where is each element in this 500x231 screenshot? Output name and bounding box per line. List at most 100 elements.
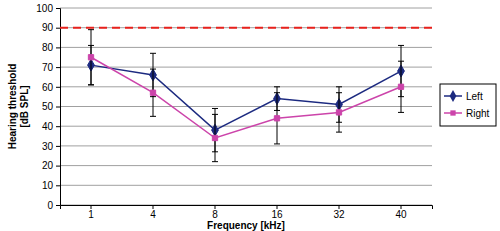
y-tick-label: 30 xyxy=(42,141,54,152)
error-bar-cap xyxy=(88,84,94,85)
error-bar-cap xyxy=(398,61,404,62)
y-tick-label: 90 xyxy=(42,22,54,33)
y-tick-mark xyxy=(56,47,60,48)
x-tick: 8 xyxy=(212,205,218,220)
legend-marker xyxy=(450,110,455,115)
x-tick-label: 1 xyxy=(88,209,94,220)
grid-line xyxy=(60,106,432,107)
error-bar xyxy=(212,114,218,161)
y-tick: 50 xyxy=(42,101,60,112)
error-bar-cap xyxy=(212,108,218,109)
error-bar-cap xyxy=(212,114,218,115)
error-bar xyxy=(88,30,94,85)
y-tick: 80 xyxy=(42,42,60,53)
series-line xyxy=(91,65,401,130)
y-tick-label: 10 xyxy=(42,180,54,191)
grid-line xyxy=(60,27,432,28)
y-tick: 70 xyxy=(42,62,60,73)
x-tick: 1 xyxy=(88,205,94,220)
error-bar-cap xyxy=(336,92,342,93)
y-tick-mark xyxy=(56,185,60,186)
x-tick-label: 8 xyxy=(212,209,218,220)
y-tick-mark xyxy=(56,126,60,127)
grid-line xyxy=(60,86,432,87)
grid-line xyxy=(60,126,432,127)
error-bar-cap xyxy=(88,84,94,85)
grid-line xyxy=(60,47,432,48)
legend: Left Right xyxy=(440,84,496,126)
series-line xyxy=(91,57,401,138)
reference-line xyxy=(60,27,432,29)
legend-box xyxy=(440,84,496,126)
x-tick-label: 4 xyxy=(150,209,156,220)
y-tick-mark xyxy=(56,166,60,167)
grid-line xyxy=(60,8,432,9)
y-axis: 0 10 20 30 40 50 60 70 80 90 100 xyxy=(36,3,60,211)
legend-label: Left xyxy=(466,91,483,102)
y-axis-line xyxy=(56,9,61,206)
chart: 0102030405060708090100148163240Frequency… xyxy=(0,0,500,231)
x-tick-label: 40 xyxy=(395,209,407,220)
y-tick-mark xyxy=(56,107,60,108)
marker xyxy=(150,90,155,95)
x-axis-line xyxy=(61,206,433,210)
y-tick-label: 20 xyxy=(42,160,54,171)
error-bar-cap xyxy=(274,86,280,87)
y-tick: 30 xyxy=(42,141,60,152)
y-axis-title: Hearing threshold xyxy=(7,64,18,150)
y-tick-label: 0 xyxy=(47,200,53,211)
error-bar-cap xyxy=(150,69,156,70)
y-tick-mark xyxy=(56,87,60,88)
error-bar-cap xyxy=(212,161,218,162)
y-tick-mark xyxy=(56,67,60,68)
y-tick-label: 100 xyxy=(36,3,53,14)
y-tick-label: 50 xyxy=(42,101,54,112)
series xyxy=(88,45,405,151)
grid xyxy=(60,8,432,205)
y-tick-label: 70 xyxy=(42,62,54,73)
y-tick-label: 60 xyxy=(42,82,54,93)
error-bar-cap xyxy=(398,45,404,46)
series xyxy=(88,30,404,162)
y-tick-mark xyxy=(56,146,60,147)
y-tick-label: 80 xyxy=(42,42,54,53)
y-tick: 20 xyxy=(42,160,60,171)
x-tick-label: 32 xyxy=(333,209,345,220)
marker xyxy=(398,84,403,89)
error-bar xyxy=(398,61,404,112)
error-bar xyxy=(336,93,342,132)
error-bar xyxy=(274,93,280,144)
legend-label: Right xyxy=(466,108,490,119)
y-tick: 40 xyxy=(42,121,60,132)
x-tick: 4 xyxy=(150,205,156,220)
marker xyxy=(336,110,341,115)
y-tick-mark xyxy=(56,205,60,206)
y-tick: 0 xyxy=(47,200,60,211)
y-tick-mark xyxy=(56,28,60,29)
y-tick: 100 xyxy=(36,3,60,14)
legend-marker xyxy=(450,90,457,102)
y-axis-title: [dB SPL] xyxy=(19,85,30,127)
error-bar-cap xyxy=(336,132,342,133)
y-tick-mark xyxy=(56,8,60,9)
error-bar-cap xyxy=(398,112,404,113)
data-area xyxy=(60,28,432,162)
marker xyxy=(88,55,93,60)
y-tick: 60 xyxy=(42,82,60,93)
error-bar-cap xyxy=(336,86,342,87)
y-tick-label: 40 xyxy=(42,121,54,132)
error-bar-cap xyxy=(88,29,94,30)
marker xyxy=(212,135,217,140)
x-axis: 1 4 8 16 32 40 xyxy=(61,205,433,220)
x-tick: 16 xyxy=(271,205,283,220)
x-tick: 32 xyxy=(333,205,345,220)
marker xyxy=(274,116,279,121)
error-bar-cap xyxy=(150,116,156,117)
error-bar-cap xyxy=(274,92,280,93)
grid-line xyxy=(60,165,432,166)
error-bar xyxy=(150,69,156,116)
y-tick: 90 xyxy=(42,22,60,33)
x-tick: 40 xyxy=(395,205,407,220)
grid-line xyxy=(60,185,432,186)
grid-line xyxy=(60,145,432,146)
